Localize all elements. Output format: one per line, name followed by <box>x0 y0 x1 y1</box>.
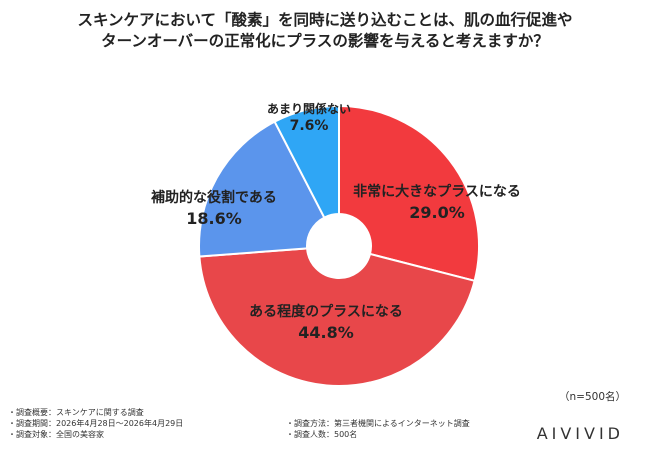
chart-title-line-1: スキンケアにおいて「酸素」を同時に送り込むことは、肌の血行促進や <box>77 11 573 29</box>
survey-method: ・調査方法：第三者機関によるインターネット調査 <box>286 419 470 428</box>
slice-category-label-3: 補助的な役割である <box>150 189 277 206</box>
donut-slice-4 <box>273 104 340 219</box>
slice-value-label-2: 44.8% <box>298 323 354 342</box>
slice-label-group-1: 非常に大きなプラスになる 29.0% <box>353 183 521 222</box>
survey-period: ・調査期間：2026年4月28日〜2026年4月29日 <box>8 419 184 428</box>
survey-summary-right: ・調査方法：第三者機関によるインターネット調査 ・調査人数：500名 <box>286 418 470 440</box>
slice-label-group-2: ある程度のプラスになる 44.8% <box>249 303 403 342</box>
donut-slice-3 <box>198 120 326 258</box>
slice-category-label-1: 非常に大きなプラスになる <box>353 183 521 200</box>
donut-slice-1 <box>338 104 480 283</box>
slice-category-label-2: ある程度のプラスになる <box>249 303 403 320</box>
slice-value-label-4: 7.6% <box>290 118 329 134</box>
brand-logo: AIVIVID <box>536 424 624 443</box>
sample-size-note: （n=500名） <box>559 391 626 403</box>
slice-value-label-1: 29.0% <box>409 203 465 222</box>
slice-label-group-3: 補助的な役割である 18.6% <box>150 189 277 228</box>
donut-slice-2 <box>198 247 476 387</box>
chart-title-line-2: ターンオーバーの正常化にプラスの影響を与えると考えますか？ <box>101 32 549 50</box>
survey-summary-left: ・調査概要：スキンケアに関する調査 ・調査期間：2026年4月28日〜2026年… <box>8 407 183 440</box>
survey-overview: ・調査概要：スキンケアに関する調査 <box>8 408 144 417</box>
survey-target: ・調査対象：全国の美容家 <box>8 430 104 439</box>
slice-label-group-4: あまり関係ない 7.6% <box>267 101 351 134</box>
chart-title: スキンケアにおいて「酸素」を同時に送り込むことは、肌の血行促進や ターンオーバー… <box>0 10 650 52</box>
slice-category-label-4: あまり関係ない <box>267 101 351 116</box>
survey-respondents: ・調査人数：500名 <box>286 430 358 439</box>
donut-hole <box>308 215 370 277</box>
slice-value-label-3: 18.6% <box>186 209 242 228</box>
